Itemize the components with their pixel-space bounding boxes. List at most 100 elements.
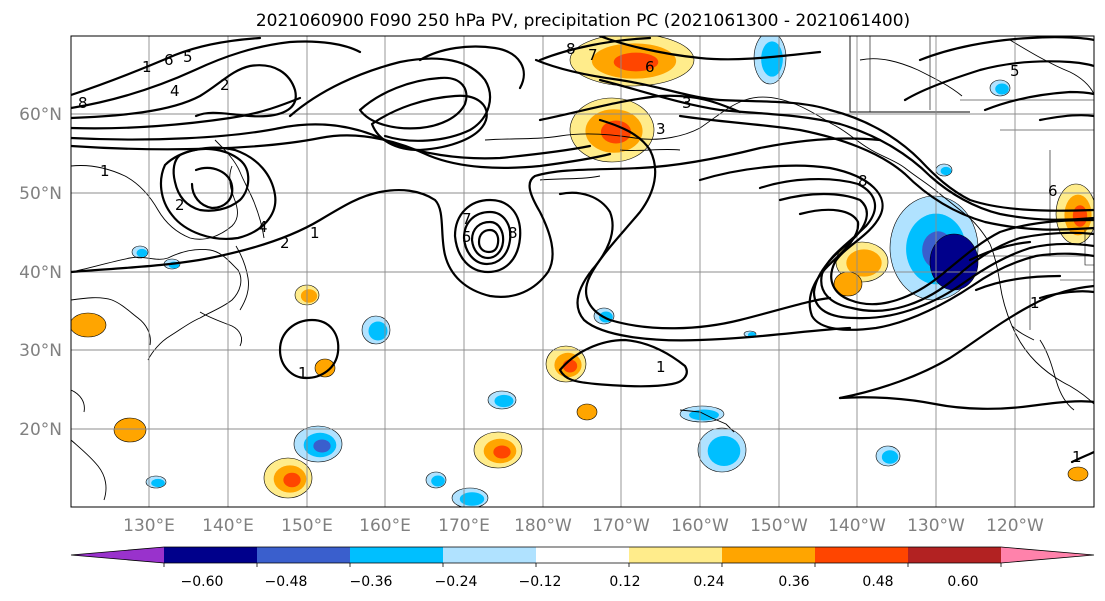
lon-label: 140°W: [828, 516, 886, 536]
lon-label: 120°W: [986, 516, 1044, 536]
contour-label: 2: [280, 234, 290, 252]
precip-anomaly-patch: [846, 249, 882, 277]
colorbar-segment: [1001, 547, 1094, 563]
colorbar-segment: [350, 547, 444, 563]
precip-anomaly-patch: [940, 166, 952, 176]
contour-label: 1: [142, 58, 152, 76]
lon-label: 160°E: [359, 516, 411, 536]
colorbar-label: 0.12: [609, 574, 640, 590]
longitude-labels: 130°E 140°E 150°E 160°E 170°E 180°W 170°…: [123, 516, 1044, 536]
precip-anomaly-patch: [761, 41, 783, 77]
colorbar-label: 0.60: [947, 574, 978, 590]
colorbar-label: 0.48: [862, 574, 893, 590]
precip-anomaly-patch: [283, 472, 301, 488]
precip-anomaly-patch: [493, 445, 511, 459]
lon-label: 150°E: [281, 516, 333, 536]
precip-anomaly-patch: [995, 83, 1009, 95]
contour-label: 2: [175, 196, 185, 214]
precip-anomaly-patch: [314, 358, 336, 378]
precip-anomaly-patch: [71, 312, 107, 338]
precip-anomaly-patch: [300, 289, 318, 303]
contour-label: 4: [170, 82, 180, 100]
precip-anomaly-patch: [613, 52, 659, 72]
colorbar-segment: [257, 547, 351, 563]
contour-label: 1: [298, 364, 308, 382]
contour-label: 1: [1072, 448, 1082, 466]
map-title: 2021060900 F090 250 hPa PV, precipitatio…: [256, 11, 910, 31]
colorbar-segment: [722, 547, 816, 563]
colorbar-label: −0.60: [181, 574, 224, 590]
contour-label: 5: [183, 48, 193, 66]
lon-label: 130°W: [907, 516, 965, 536]
precip-anomaly-patch: [576, 403, 598, 421]
colorbar-segments: [70, 546, 1095, 564]
contour-label: 6: [1048, 182, 1058, 200]
precip-anomaly-patch: [313, 439, 331, 453]
map-panel: 8 6 5 4 1 2 1 2 4 2 1 8 7 6 3 3 7 5 8 8 …: [71, 36, 1094, 507]
contour-label: 6: [164, 51, 174, 69]
pv-contours: [71, 36, 1094, 464]
contour-label: 2: [220, 76, 230, 94]
contour-label: 1: [1030, 294, 1040, 312]
precip-anomaly-patch: [881, 450, 899, 464]
colorbar-ticks: [163, 563, 1002, 567]
precip-anomaly-patch: [459, 492, 485, 506]
lon-label: 150°W: [750, 516, 808, 536]
lat-label: 50°N: [19, 184, 62, 204]
contour-label: 8: [566, 40, 576, 58]
contour-label: 1: [656, 358, 666, 376]
precip-anomaly-patch: [1072, 205, 1088, 227]
lon-label: 130°E: [123, 516, 175, 536]
map-frame: [70, 35, 1095, 508]
lat-label: 20°N: [19, 420, 62, 440]
contour-labels: 8 6 5 4 1 2 1 2 4 2 1 8 7 6 3 3 7 5 8 8 …: [78, 40, 1082, 466]
contour-label: 3: [656, 120, 666, 138]
colorbar-label: −0.36: [350, 574, 393, 590]
colorbar-labels: −0.60 −0.48 −0.36 −0.24 −0.12 0.12 0.24 …: [181, 574, 979, 590]
colorbar-label: −0.48: [265, 574, 308, 590]
precip-anomaly-patch: [1067, 466, 1089, 482]
lat-label: 40°N: [19, 263, 62, 283]
colorbar-segment: [908, 547, 1002, 563]
precip-anomaly-patch: [368, 321, 388, 341]
precip-anomaly-patch: [151, 478, 165, 488]
colorbar-segment: [164, 547, 258, 563]
lon-label: 160°W: [671, 516, 729, 536]
colorbar-segment: [629, 547, 723, 563]
lon-label: 140°E: [202, 516, 254, 536]
contour-label: 4: [258, 218, 268, 236]
precip-anomaly-patch: [431, 475, 445, 487]
lat-label: 60°N: [19, 105, 62, 125]
lat-label: 30°N: [19, 341, 62, 361]
contour-label: 5: [1010, 62, 1020, 80]
colorbar-segment: [815, 547, 909, 563]
political-borders: [869, 36, 1094, 330]
colorbar-label: −0.24: [435, 574, 478, 590]
contour-label: 1: [100, 162, 110, 180]
contour-label: 6: [645, 58, 655, 76]
colorbar: −0.60 −0.48 −0.36 −0.24 −0.12 0.12 0.24 …: [70, 546, 1095, 590]
colorbar-label: −0.12: [519, 574, 562, 590]
contour-label: 7: [588, 46, 598, 64]
contour-label: 1: [310, 224, 320, 242]
contour-label: 7: [462, 210, 472, 228]
precip-anomaly-patch: [136, 248, 148, 258]
contour-label: 8: [78, 94, 88, 112]
precip-anomaly-patch: [113, 417, 147, 443]
precip-anomaly-patch: [494, 394, 514, 408]
contour-label: 8: [858, 172, 868, 190]
colorbar-segment: [443, 547, 537, 563]
contour-label: 5: [462, 228, 472, 246]
colorbar-segment: [71, 547, 164, 563]
lon-label: 180°W: [514, 516, 572, 536]
colorbar-label: 0.36: [778, 574, 809, 590]
contour-label: 3: [682, 94, 692, 112]
precip-anomaly-patch: [600, 120, 632, 144]
colorbar-label: 0.24: [693, 574, 724, 590]
contour-label: 8: [508, 224, 518, 242]
lon-label: 170°E: [438, 516, 490, 536]
precip-anomaly-patch: [929, 233, 979, 291]
colorbar-segment: [536, 547, 630, 563]
lon-label: 170°W: [592, 516, 650, 536]
